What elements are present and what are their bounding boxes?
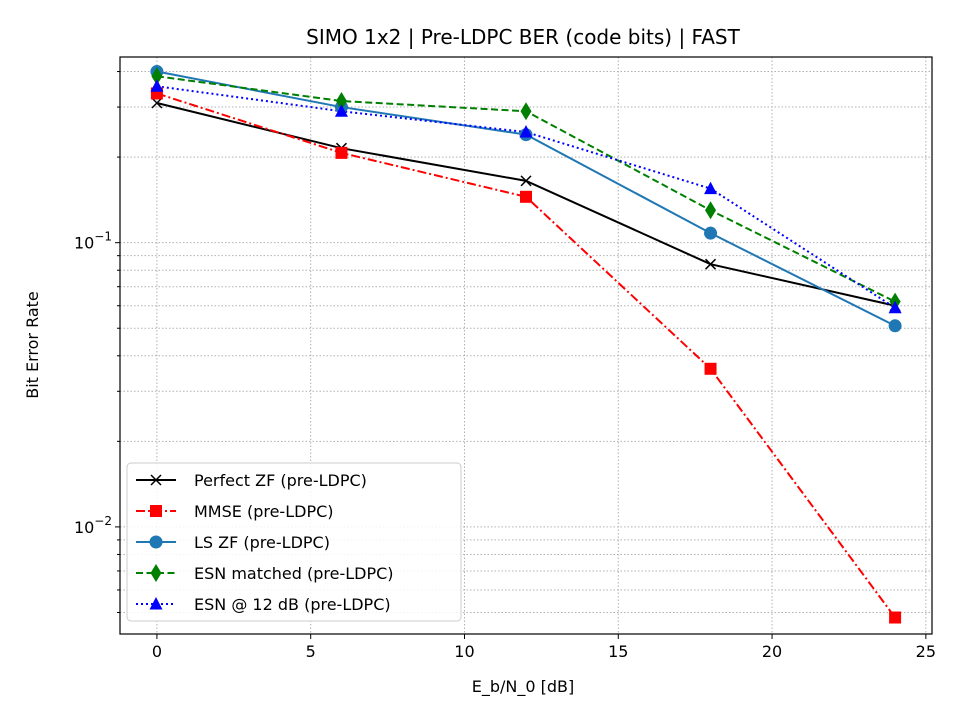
- data-point: [519, 125, 533, 138]
- x-tick-label: 5: [306, 642, 316, 661]
- data-point: [334, 104, 348, 117]
- data-point: [888, 300, 902, 314]
- marker-stroke: [705, 258, 717, 270]
- x-tick-label: 0: [152, 642, 162, 661]
- series-markers: [150, 65, 902, 624]
- data-point: [520, 175, 532, 187]
- y-tick-label: 10−1: [74, 230, 112, 253]
- data-point: [889, 611, 902, 624]
- legend-marker: [150, 564, 162, 582]
- data-point: [520, 102, 532, 121]
- x-tick-label: 10: [454, 642, 474, 661]
- legend-label: LS ZF (pre-LDPC): [194, 533, 330, 552]
- data-point: [705, 258, 717, 270]
- legend-label: MMSE (pre-LDPC): [194, 502, 334, 521]
- data-point: [888, 319, 902, 333]
- legend: Perfect ZF (pre-LDPC) MMSE (pre-LDPC) LS Z…: [126, 462, 462, 622]
- chart-title: SIMO 1x2 | Pre-LDPC BER (code bits) | FA…: [306, 25, 740, 49]
- x-tick-label: 20: [762, 642, 782, 661]
- data-point: [335, 146, 348, 159]
- data-point: [704, 362, 717, 375]
- data-point: [151, 97, 163, 109]
- legend-marker: [149, 597, 163, 610]
- grid-lines: [120, 57, 932, 634]
- legend-label: ESN matched (pre-LDPC): [194, 564, 394, 583]
- legend-label: Perfect ZF (pre-LDPC): [194, 471, 367, 490]
- legend-box: [126, 462, 462, 622]
- series-line-1: [156, 92, 896, 619]
- x-axis-label: E_b/N_0 [dB]: [472, 677, 575, 697]
- legend-label: ESN @ 12 dB (pre-LDPC): [194, 595, 391, 614]
- data-point: [335, 92, 347, 111]
- data-point: [704, 226, 718, 240]
- legend-marker: [149, 535, 163, 549]
- plot-frame: [119, 56, 933, 635]
- marker-stroke: [151, 97, 163, 109]
- data-point: [151, 67, 163, 86]
- legend-marker: [150, 505, 162, 517]
- x-tick-label: 25: [916, 642, 936, 661]
- y-axis-ticks: 10−1 10−2: [74, 71, 120, 613]
- legend-marker: [150, 474, 162, 486]
- data-point: [705, 201, 717, 220]
- marker-stroke: [150, 474, 162, 486]
- data-point: [520, 190, 532, 203]
- data-point: [150, 79, 164, 92]
- x-axis-ticks: 0 5 10 15 20 25: [152, 634, 936, 661]
- x-tick-label: 15: [608, 642, 628, 661]
- y-axis-label: Bit Error Rate: [23, 291, 42, 399]
- y-tick-label: 10−2: [74, 514, 112, 537]
- data-point: [704, 181, 718, 195]
- marker-stroke: [520, 175, 532, 187]
